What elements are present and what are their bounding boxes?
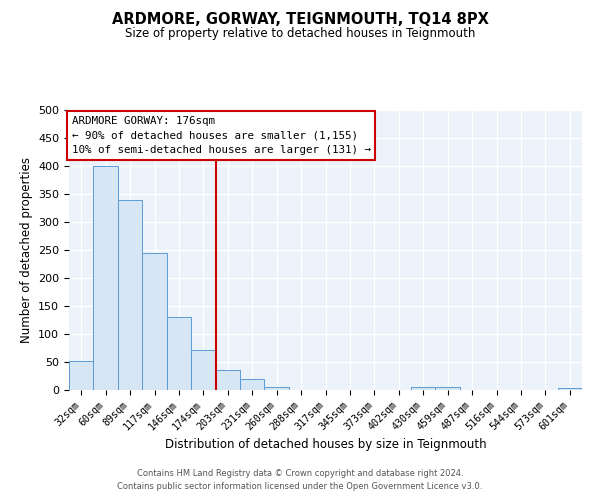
Bar [436,387,460,390]
Text: ARDMORE GORWAY: 176sqm
← 90% of detached houses are smaller (1,155)
10% of semi-: ARDMORE GORWAY: 176sqm ← 90% of detached… [71,116,371,155]
Bar [118,200,142,390]
Bar [69,361,94,390]
X-axis label: Distribution of detached houses by size in Teignmouth: Distribution of detached houses by size … [164,438,487,451]
Text: Contains HM Land Registry data © Crown copyright and database right 2024.: Contains HM Land Registry data © Crown c… [137,468,463,477]
Bar [167,317,191,390]
Bar [142,253,167,390]
Bar [240,379,265,390]
Text: ARDMORE, GORWAY, TEIGNMOUTH, TQ14 8PX: ARDMORE, GORWAY, TEIGNMOUTH, TQ14 8PX [112,12,488,28]
Text: Contains public sector information licensed under the Open Government Licence v3: Contains public sector information licen… [118,482,482,491]
Bar [215,370,240,390]
Bar [94,166,118,390]
Text: Size of property relative to detached houses in Teignmouth: Size of property relative to detached ho… [125,28,475,40]
Bar [265,386,289,390]
Bar [191,350,215,390]
Bar [411,387,436,390]
Bar [557,388,582,390]
Y-axis label: Number of detached properties: Number of detached properties [20,157,32,343]
